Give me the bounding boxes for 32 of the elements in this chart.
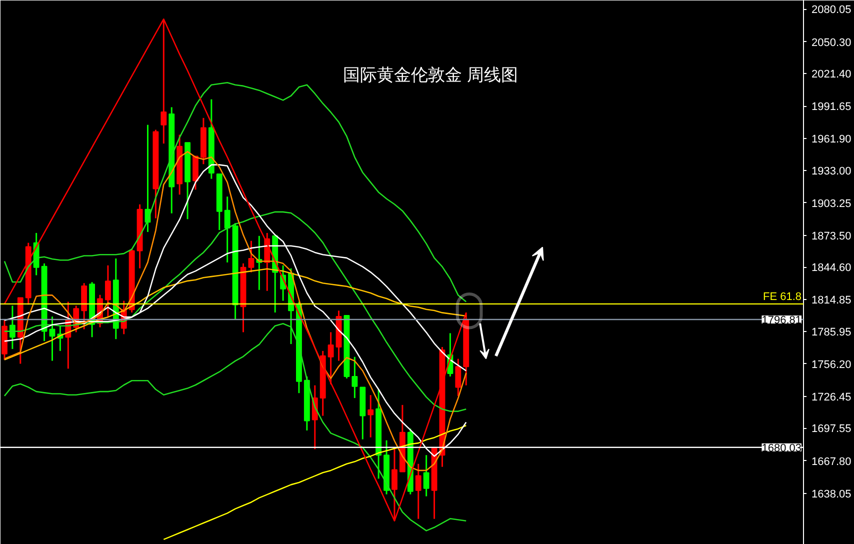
y-tick-label: 1697.55 — [812, 423, 852, 436]
y-tick-label: 1873.50 — [812, 230, 852, 242]
candlestick — [415, 463, 422, 520]
candlestick — [49, 316, 56, 362]
ref-line-label: 1796.81 — [762, 314, 802, 326]
y-tick-label: 2021.40 — [812, 68, 852, 80]
y-tick-label: 1814.85 — [812, 294, 852, 307]
y-tick-label: 1638.05 — [812, 488, 852, 500]
candlestick — [352, 356, 358, 399]
y-tick-label: 1903.25 — [812, 198, 852, 210]
line-series — [4, 323, 467, 532]
y-tick-label: 1785.95 — [812, 326, 852, 338]
y-tick-label: 1961.90 — [812, 134, 852, 146]
y-tick-label: 1667.80 — [812, 456, 852, 468]
y-tick-label: 1844.60 — [812, 262, 852, 274]
candlestick — [328, 331, 334, 386]
y-tick-label: 1756.20 — [812, 358, 852, 371]
y-tick-label: 2050.30 — [812, 36, 852, 49]
ref-line-label: 1680.03 — [762, 442, 802, 454]
candlestick — [104, 264, 111, 318]
line-series — [163, 424, 467, 540]
y-tick-label: 1991.65 — [812, 101, 852, 114]
candlestick — [368, 394, 374, 438]
candlestick — [423, 454, 430, 498]
y-tick-label: 1933.00 — [812, 165, 852, 178]
candlestick — [248, 240, 254, 274]
candlestick — [224, 196, 230, 264]
candlestick — [455, 358, 462, 397]
text: 国际黄金伦敦金 周线图 — [342, 66, 518, 86]
y-tick-label: 2080.05 — [812, 4, 852, 16]
ref-line-label: FE 61.8 — [762, 290, 802, 303]
y-tick-label: 1726.45 — [812, 392, 852, 404]
